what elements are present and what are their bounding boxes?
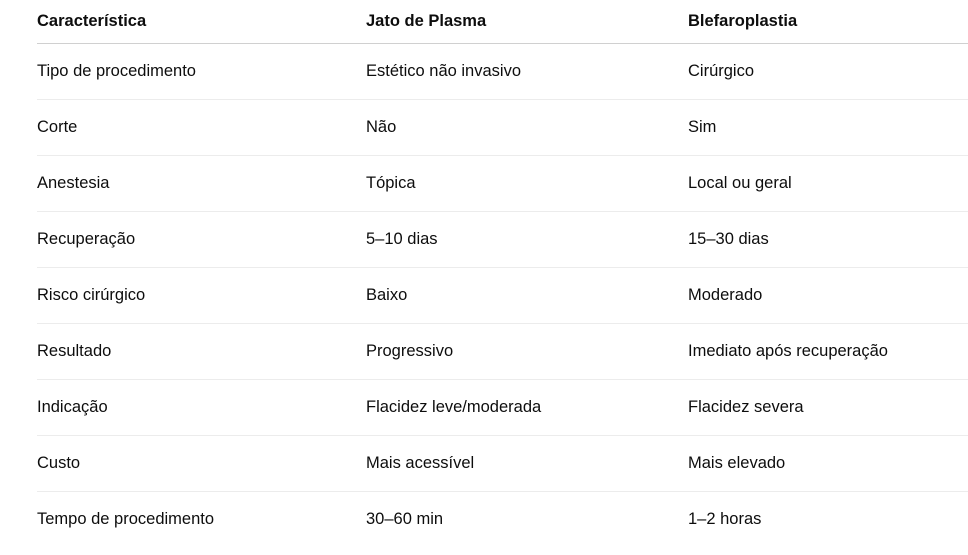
table-cell: Indicação bbox=[37, 379, 366, 436]
table-cell: Estético não invasivo bbox=[366, 43, 688, 100]
table-cell: 15–30 dias bbox=[688, 211, 968, 268]
table-cell: Sim bbox=[688, 99, 968, 156]
table-cell: Mais elevado bbox=[688, 435, 968, 492]
table-row: Recuperação 5–10 dias 15–30 dias bbox=[37, 211, 968, 268]
table-row: Resultado Progressivo Imediato após recupe… bbox=[37, 323, 968, 380]
table-row: Tipo de procedimento Estético não invasiv… bbox=[37, 43, 968, 100]
column-header: Jato de Plasma bbox=[366, 0, 688, 44]
table-cell: Risco cirúrgico bbox=[37, 267, 366, 324]
table-cell: Flacidez severa bbox=[688, 379, 968, 436]
table-cell: Custo bbox=[37, 435, 366, 492]
table-cell: Imediato após recuperação bbox=[688, 323, 968, 380]
table-cell: Mais acessível bbox=[366, 435, 688, 492]
table-row: Custo Mais acessível Mais elevado bbox=[37, 435, 968, 492]
table-row: Corte Não Sim bbox=[37, 99, 968, 156]
table-cell: Local ou geral bbox=[688, 155, 968, 212]
table-cell: Moderado bbox=[688, 267, 968, 324]
column-header: Blefaroplastia bbox=[688, 0, 968, 44]
table-cell: Corte bbox=[37, 99, 366, 156]
table-cell: Anestesia bbox=[37, 155, 366, 212]
table-row: Tempo de procedimento 30–60 min 1–2 horas bbox=[37, 492, 968, 548]
table-cell: Flacidez leve/moderada bbox=[366, 379, 688, 436]
table-cell: 5–10 dias bbox=[366, 211, 688, 268]
table-row: Risco cirúrgico Baixo Moderado bbox=[37, 267, 968, 324]
table-row: Indicação Flacidez leve/moderada Flacidez … bbox=[37, 379, 968, 436]
table-cell: Progressivo bbox=[366, 323, 688, 380]
table-cell: 30–60 min bbox=[366, 510, 444, 528]
table-cell: 1–2 horas bbox=[688, 510, 762, 528]
column-header: Característica bbox=[37, 0, 366, 44]
table-cell: Tempo de procedimento bbox=[37, 510, 215, 528]
table-cell: Baixo bbox=[366, 267, 688, 324]
table-row: Anestesia Tópica Local ou geral bbox=[37, 155, 968, 212]
table-cell: Resultado bbox=[37, 323, 366, 380]
comparison-table: Característica Jato de Plasma Blefaropla… bbox=[37, 0, 968, 547]
table-cell: Cirúrgico bbox=[688, 43, 968, 100]
table-cell: Recuperação bbox=[37, 211, 366, 268]
table-cell: Tópica bbox=[366, 155, 688, 212]
table-cell: Não bbox=[366, 99, 688, 156]
table-header-row: Característica Jato de Plasma Blefaropla… bbox=[37, 0, 968, 44]
table-cell: Tipo de procedimento bbox=[37, 43, 366, 100]
